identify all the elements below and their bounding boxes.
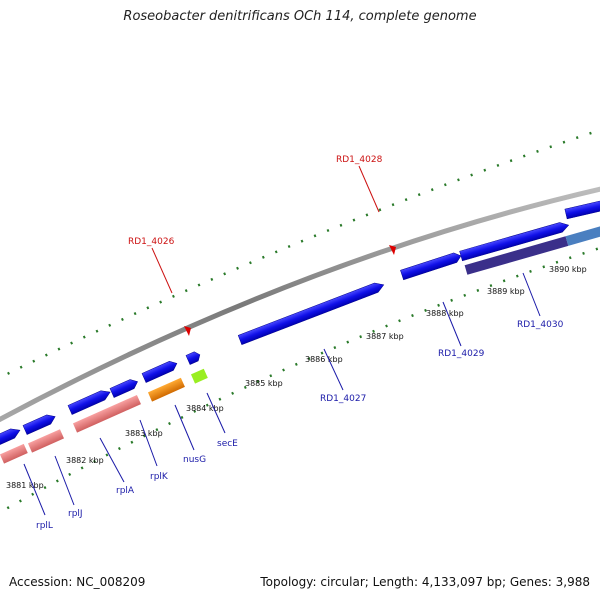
gene-RD1_4030-cds[interactable]	[564, 199, 600, 220]
gene-rplL-cds[interactable]	[0, 426, 22, 445]
gene-rplJ-cds[interactable]	[22, 412, 57, 435]
kbp-label: 3881 kbp	[6, 481, 44, 490]
gene-rplK-cds[interactable]	[109, 377, 140, 398]
gene-nusG-orange[interactable]	[147, 377, 185, 402]
gene-RD1_4029-cds-b[interactable]	[459, 220, 570, 262]
gene-RD1_4030-feature[interactable]	[464, 225, 600, 275]
kbp-label: 3886 kbp	[305, 355, 343, 364]
genome-backbone	[0, 186, 600, 423]
gene-label-RD1_4027[interactable]: RD1_4027	[320, 394, 366, 404]
kbp-label: 3887 kbp	[366, 332, 404, 341]
gene-RD1_4029-cds-a[interactable]	[400, 251, 462, 281]
kbp-label: 3883 kbp	[125, 429, 163, 438]
marker-RD1_4028-icon[interactable]	[389, 245, 396, 255]
gene-rplL-rna[interactable]	[0, 443, 28, 464]
gene-label-RD1_4030[interactable]: RD1_4030	[517, 320, 564, 330]
kbp-label: 3884 kbp	[186, 404, 224, 413]
marker-label-RD1_4026[interactable]: RD1_4026	[128, 237, 175, 247]
kbp-label: 3889 kbp	[487, 287, 525, 296]
kbp-label: 3888 kbp	[426, 309, 464, 318]
gene-label-rplK[interactable]: rplK	[150, 472, 169, 482]
accession-text: Accession: NC_008209	[9, 575, 146, 589]
marker-leader-lines	[151, 165, 380, 294]
map-title: Roseobacter denitrificans OCh 114, compl…	[123, 9, 477, 24]
gene-label-RD1_4029[interactable]: RD1_4029	[438, 349, 485, 359]
kbp-label: 3885 kbp	[245, 379, 283, 388]
gene-rplJ-rna[interactable]	[27, 429, 65, 453]
gene-rplA-rna[interactable]	[72, 394, 141, 433]
gene-nusG-cds[interactable]	[141, 359, 179, 383]
gene-secE-lime[interactable]	[190, 368, 208, 384]
gene-secE-cds[interactable]	[185, 350, 202, 365]
gene-label-rplL[interactable]: rplL	[36, 521, 53, 531]
gene-label-nusG[interactable]: nusG	[183, 455, 206, 465]
gene-label-rplA[interactable]: rplA	[116, 486, 135, 496]
gene-leader-lines	[23, 272, 541, 516]
marker-label-RD1_4028[interactable]: RD1_4028	[336, 155, 383, 165]
gene-RD1_4027-cds[interactable]	[237, 280, 385, 345]
gene-rplA-cds[interactable]	[67, 388, 112, 415]
kbp-label: 3890 kbp	[549, 265, 587, 274]
marker-RD1_4026-icon[interactable]	[184, 326, 191, 336]
genome-summary-text: Topology: circular; Length: 4,133,097 bp…	[260, 575, 590, 589]
gene-label-rplJ[interactable]: rplJ	[68, 509, 83, 519]
gene-label-secE[interactable]: secE	[217, 439, 238, 449]
kbp-label: 3882 kbp	[66, 456, 104, 465]
